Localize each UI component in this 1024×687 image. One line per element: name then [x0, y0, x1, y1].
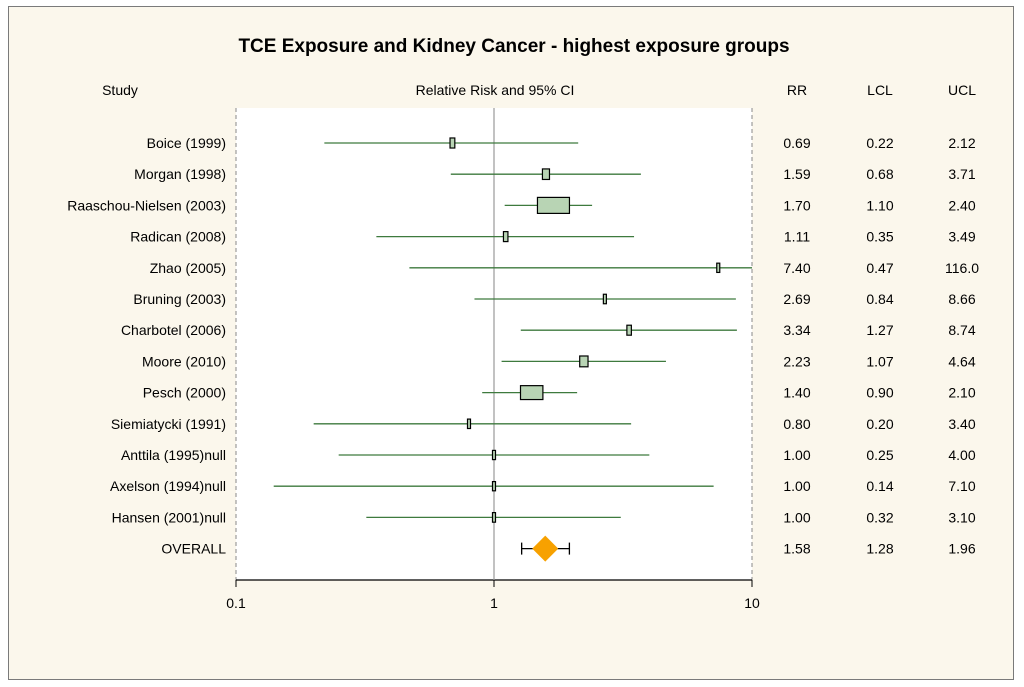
ucl-value: 2.40 [948, 197, 975, 213]
lcl-value: 0.32 [866, 509, 893, 525]
point-estimate-box [491, 480, 497, 492]
study-label: Anttila (1995)null [121, 447, 226, 463]
rr-value: 1.00 [783, 478, 810, 494]
lcl-value: 1.07 [866, 353, 893, 369]
study-label: Raaschou-Nielsen (2003) [67, 197, 226, 213]
study-label: Axelson (1994)null [110, 478, 226, 494]
lcl-value: 0.25 [866, 447, 893, 463]
ucl-value: 8.66 [948, 291, 975, 307]
ucl-value: 8.74 [948, 322, 975, 338]
x-tick-label: 1 [490, 595, 498, 611]
x-tick-label: 10 [744, 595, 760, 611]
lcl-value: 0.20 [866, 416, 893, 432]
point-estimate-box [579, 355, 589, 368]
point-estimate-box [502, 231, 509, 243]
ucl-value: 2.10 [948, 385, 975, 401]
overall-rr-value: 1.58 [783, 541, 810, 557]
study-label: Boice (1999) [147, 135, 226, 151]
study-label: Siemiatycki (1991) [111, 416, 226, 432]
point-estimate-box [519, 385, 544, 401]
lcl-value: 1.10 [866, 197, 893, 213]
study-label: Hansen (2001)null [112, 509, 226, 525]
ucl-value: 2.12 [948, 135, 975, 151]
lcl-value: 0.68 [866, 166, 893, 182]
rr-value: 1.00 [783, 447, 810, 463]
point-estimate-box [716, 262, 721, 274]
point-estimate-box [602, 293, 607, 305]
lcl-value: 1.27 [866, 322, 893, 338]
column-header-rr: RR [787, 82, 807, 98]
point-estimate-box [536, 196, 571, 214]
ucl-value: 3.40 [948, 416, 975, 432]
overall-diamond [532, 535, 559, 562]
rr-value: 7.40 [783, 260, 810, 276]
rr-value: 1.40 [783, 385, 810, 401]
chart-title: TCE Exposure and Kidney Cancer - highest… [238, 36, 789, 57]
ucl-value: 116.0 [945, 260, 979, 276]
study-label: Zhao (2005) [150, 260, 226, 276]
ucl-value: 3.49 [948, 229, 975, 245]
lcl-value: 0.47 [866, 260, 893, 276]
column-header-lcl: LCL [867, 82, 893, 98]
rr-value: 2.23 [783, 353, 810, 369]
rr-value: 1.00 [783, 509, 810, 525]
point-estimate-box [626, 324, 632, 336]
ucl-value: 3.10 [948, 509, 975, 525]
point-estimate-box [541, 168, 551, 181]
study-label: Morgan (1998) [134, 166, 226, 182]
study-label: Pesch (2000) [143, 385, 226, 401]
ucl-value: 7.10 [948, 478, 975, 494]
lcl-value: 0.84 [866, 291, 893, 307]
study-label: Bruning (2003) [133, 291, 226, 307]
column-header-ucl: UCL [948, 82, 976, 98]
overall-ucl-value: 1.96 [948, 541, 975, 557]
ucl-value: 4.00 [948, 447, 975, 463]
overall-label: OVERALL [161, 541, 226, 557]
point-estimate-box [449, 137, 456, 149]
rr-value: 3.34 [783, 322, 810, 338]
x-tick-label: 0.1 [226, 595, 246, 611]
study-label: Charbotel (2006) [121, 322, 226, 338]
study-label: Radican (2008) [130, 229, 226, 245]
ucl-value: 3.71 [948, 166, 975, 182]
lcl-value: 0.14 [866, 478, 893, 494]
rr-value: 2.69 [783, 291, 810, 307]
study-label: Moore (2010) [142, 353, 226, 369]
rr-value: 1.59 [783, 166, 810, 182]
ucl-value: 4.64 [948, 353, 975, 369]
rr-value: 1.11 [784, 229, 810, 245]
column-header-plot: Relative Risk and 95% CI [416, 82, 575, 98]
lcl-value: 0.22 [866, 135, 893, 151]
lcl-value: 0.35 [866, 229, 893, 245]
rr-value: 1.70 [783, 197, 810, 213]
rr-value: 0.80 [783, 416, 810, 432]
point-estimate-box [466, 418, 472, 430]
rr-value: 0.69 [783, 135, 810, 151]
point-estimate-box [491, 449, 497, 461]
column-header-study: Study [102, 82, 138, 98]
point-estimate-box [491, 512, 497, 523]
overall-lcl-value: 1.28 [866, 541, 893, 557]
lcl-value: 0.90 [866, 385, 893, 401]
